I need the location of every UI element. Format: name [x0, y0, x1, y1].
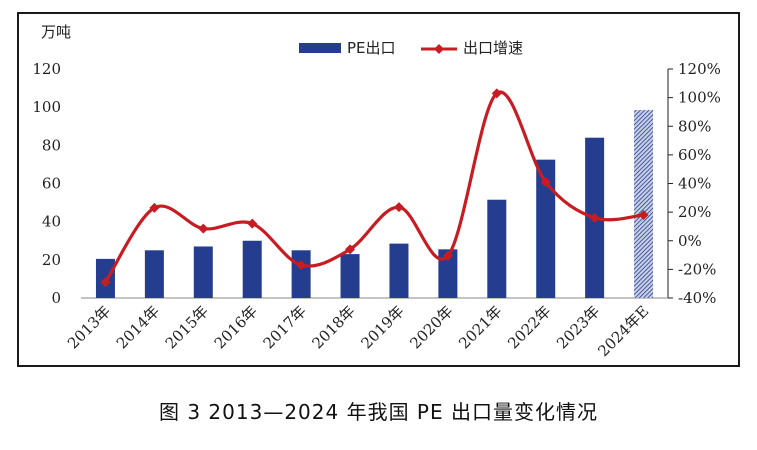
bar [536, 159, 556, 298]
growth-point [100, 277, 111, 288]
bar [389, 243, 409, 298]
legend-bar-label: PE出口 [347, 39, 396, 57]
y-right-tick-label: 80% [678, 117, 711, 135]
y-right-tick-label: -20% [678, 260, 716, 278]
growth-point [638, 209, 649, 220]
growth-point [247, 218, 258, 229]
growth-point [345, 244, 356, 255]
x-tick-label: 2022年 [504, 302, 554, 352]
y-right-tick-label: 120% [678, 60, 721, 78]
y-right-tick-label: 20% [678, 203, 711, 221]
bar [144, 250, 164, 298]
figure-caption: 图 3 2013—2024 年我国 PE 出口量变化情况 [158, 400, 598, 424]
y-left-tick-label: 80 [42, 136, 61, 154]
x-tick-label: 2021年 [455, 302, 505, 352]
x-tick-label: 2016年 [211, 302, 261, 352]
x-tick-label: 2018年 [309, 302, 359, 352]
bar [291, 250, 311, 298]
y-left-tick-label: 0 [51, 289, 61, 307]
x-tick-label: 2014年 [113, 302, 163, 352]
growth-line [104, 90, 644, 284]
growth-point [442, 250, 453, 261]
chart-frame: 万吨 0 20 40 60 80 100 120 -40% -20% 0% 20% 40% 60% 80% 1… [17, 12, 740, 367]
x-tick-label: 2015年 [162, 302, 212, 352]
growth-point [589, 212, 600, 223]
growth-point [540, 177, 551, 188]
x-tick-label: 2020年 [406, 302, 456, 352]
y-right-tick-label: 40% [678, 175, 711, 193]
bar [438, 249, 458, 298]
pe-export-chart: 万吨 0 20 40 60 80 100 120 -40% -20% 0% 20% 40% 60% 80% 1… [32, 23, 721, 360]
y-right-tick-label: 60% [678, 146, 711, 164]
x-tick-label: 2019年 [357, 302, 407, 352]
growth-point [491, 88, 502, 99]
bar [487, 199, 507, 298]
bar-forecast [634, 110, 654, 298]
y-left-axis-title: 万吨 [41, 23, 71, 41]
y-right-tick-label: -40% [678, 289, 716, 307]
y-left-tick-label: 20 [42, 251, 61, 269]
legend-line-marker [434, 44, 444, 54]
y-left-tick-label: 60 [42, 175, 61, 193]
legend-line-label: 出口增速 [463, 39, 523, 57]
y-right-tick-label: 100% [678, 89, 721, 107]
growth-point [149, 202, 160, 213]
bar [340, 254, 360, 298]
y-left-tick-label: 100 [32, 98, 61, 116]
growth-point [296, 260, 307, 271]
x-tick-label: 2017年 [260, 302, 310, 352]
x-tick-label: 2024年E [594, 302, 652, 360]
growth-point [393, 202, 404, 213]
y-left-tick-label: 40 [42, 213, 61, 231]
legend-bar-swatch [299, 43, 341, 53]
x-tick-label: 2013年 [64, 302, 114, 352]
bar [193, 246, 213, 298]
growth-point [198, 223, 209, 234]
y-right-tick-label: 0% [678, 232, 702, 250]
bar [242, 240, 262, 298]
y-left-tick-label: 120 [32, 60, 61, 78]
